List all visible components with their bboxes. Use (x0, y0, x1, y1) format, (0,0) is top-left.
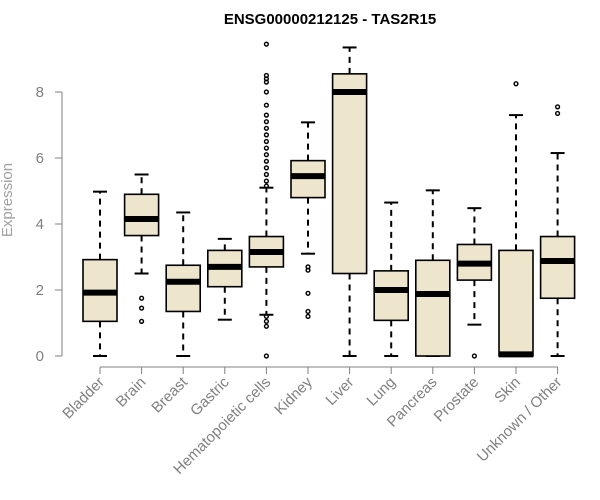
y-tick-label: 2 (36, 282, 44, 299)
outlier-point (305, 267, 311, 273)
x-tick-label: Bladder (59, 374, 108, 423)
outlier-point (263, 318, 269, 324)
outlier-point (139, 295, 145, 301)
outlier-point (263, 132, 269, 138)
x-tick-label: Breast (148, 373, 191, 416)
outlier-point (263, 102, 269, 108)
outlier-point (305, 290, 311, 296)
box-group (414, 189, 451, 357)
outlier-point (263, 89, 269, 95)
y-tick-label: 6 (36, 150, 44, 167)
outlier-point (263, 119, 269, 125)
box-series (82, 41, 576, 359)
outlier-point (263, 171, 269, 178)
outlier-point (263, 165, 269, 171)
box-iqr (123, 193, 160, 237)
outlier-point (263, 112, 269, 118)
outlier-point (263, 125, 269, 131)
box-group (498, 81, 534, 358)
outlier-point (263, 323, 269, 329)
box-group (82, 190, 118, 357)
x-tick-label: Prostate (431, 374, 483, 426)
chart-title: ENSG00000212125 - TAS2R15 (224, 11, 436, 28)
box-group (331, 46, 368, 357)
outlier-point (513, 81, 519, 87)
box-iqr (498, 249, 534, 357)
outlier-point (263, 183, 269, 189)
x-tick-label: Lung (363, 374, 399, 410)
box-group (290, 121, 326, 319)
outlier-point (263, 353, 269, 359)
x-tick-label: Brain (113, 374, 150, 411)
box-iqr (373, 270, 410, 322)
outlier-point (554, 104, 561, 110)
outlier-point (263, 41, 269, 47)
outlier-point (263, 158, 269, 164)
outlier-point (139, 318, 145, 324)
y-tick-label: 0 (36, 348, 44, 365)
box-iqr (414, 259, 451, 357)
box-group (248, 41, 285, 359)
x-tick-label: Skin (491, 374, 524, 407)
box-group (207, 237, 243, 321)
y-axis: 0 2 4 6 8 (36, 84, 63, 365)
outlier-point (471, 353, 477, 359)
box-iqr (331, 73, 368, 275)
outlier-point (263, 313, 269, 319)
box-iqr (539, 235, 576, 300)
box-group (373, 201, 410, 357)
outlier-point (305, 308, 311, 315)
outlier-point (554, 110, 561, 117)
box-group (539, 104, 576, 357)
box-group (123, 173, 160, 324)
y-tick-label: 4 (36, 216, 44, 233)
y-tick-label: 8 (36, 84, 44, 101)
x-tick-label: Kidney (271, 373, 316, 418)
outlier-point (263, 145, 269, 151)
box-iqr (165, 264, 201, 313)
outlier-point (263, 152, 269, 158)
outlier-point (139, 305, 145, 311)
outlier-point (305, 313, 311, 319)
outlier-point (263, 178, 269, 184)
x-tick-label: Liver (322, 374, 357, 409)
box-group (165, 211, 201, 357)
outlier-point (263, 79, 269, 85)
box-group (456, 207, 493, 359)
y-axis-label: Expression (0, 163, 16, 237)
outlier-point (263, 138, 269, 145)
